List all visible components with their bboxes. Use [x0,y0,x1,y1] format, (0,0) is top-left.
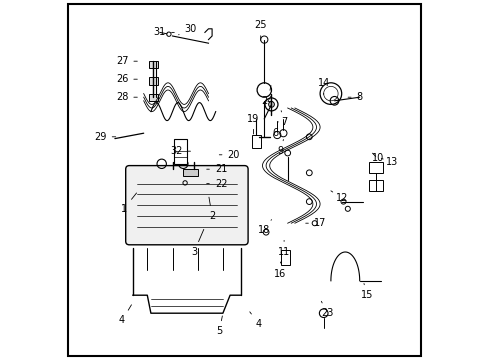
Text: 9: 9 [277,139,283,156]
Text: 30: 30 [178,24,196,35]
Text: 23: 23 [321,301,333,318]
Text: 16: 16 [274,262,286,279]
Text: 17: 17 [305,218,325,228]
Text: 19: 19 [247,114,259,134]
Bar [149,77,158,85]
Text: 13: 13 [381,157,397,167]
Text: 10: 10 [371,153,383,163]
Text: 4: 4 [119,305,131,325]
Text: 20: 20 [219,150,240,160]
Bar [368,180,382,191]
Text: 18: 18 [258,220,271,235]
Text: 32: 32 [169,146,190,156]
Bar [183,169,197,176]
Text: 22: 22 [206,179,227,189]
Text: 26: 26 [116,74,137,84]
Bar [174,139,186,164]
FancyBboxPatch shape [125,166,247,245]
Bar [368,162,382,173]
Text: 1: 1 [121,193,136,214]
Text: 27: 27 [116,56,137,66]
Text: 2: 2 [208,197,215,221]
Text: 6: 6 [271,121,278,138]
Text: 24: 24 [261,86,274,106]
Text: 3: 3 [191,229,203,257]
Text: 29: 29 [94,132,116,142]
Text: 15: 15 [360,283,372,300]
Bar [280,250,289,265]
Bar [149,94,158,101]
Text: 11: 11 [277,240,290,257]
Bar [251,135,260,148]
Text: 5: 5 [216,316,222,336]
Text: 4: 4 [249,312,262,329]
Text: 31: 31 [153,27,174,37]
Text: 7: 7 [281,111,286,127]
Bar [149,61,158,68]
Text: 28: 28 [116,92,137,102]
Text: 21: 21 [206,164,227,174]
Text: 14: 14 [317,78,329,94]
Circle shape [268,102,274,107]
Text: 25: 25 [254,20,266,40]
Text: 12: 12 [330,191,347,203]
Text: 8: 8 [347,92,362,102]
